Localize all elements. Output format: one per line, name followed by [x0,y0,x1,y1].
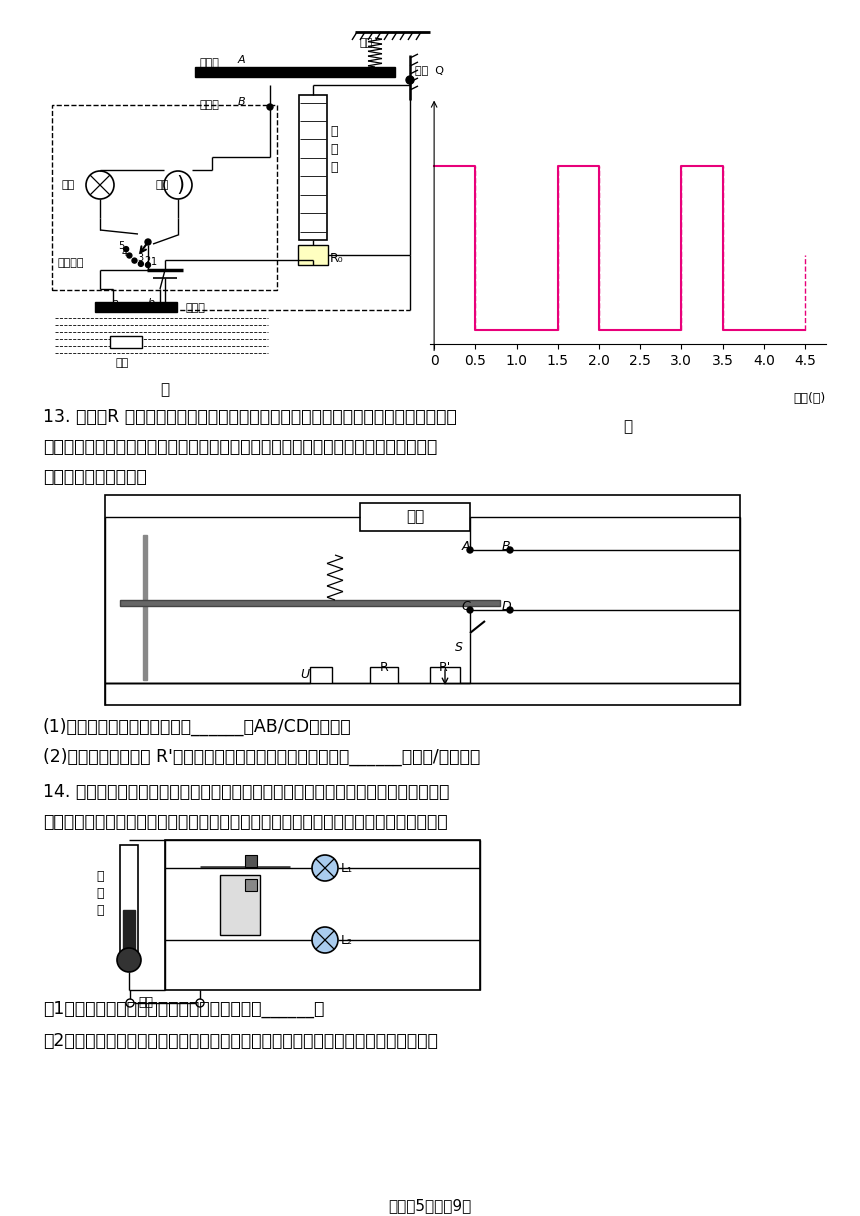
Text: 丝: 丝 [96,903,104,917]
Bar [195,67,395,77]
Bar [110,336,142,348]
Text: L₂: L₂ [341,934,353,946]
Text: 电铃: 电铃 [155,180,169,190]
Text: D: D [501,599,511,613]
Text: R: R [379,662,389,674]
Text: B: B [238,97,246,107]
Text: S: S [455,641,463,654]
Text: （2）若该装置设定为高温报警时，报警指示灯为红色，正常状态时指示灯为绿色，则: （2）若该装置设定为高温报警时，报警指示灯为红色，正常状态时指示灯为绿色，则 [43,1032,438,1049]
Text: 4: 4 [121,248,127,258]
Text: 3: 3 [138,253,144,263]
Bar [370,668,398,683]
Text: R': R' [439,662,452,674]
Circle shape [117,948,141,972]
Circle shape [467,607,473,613]
Circle shape [467,547,473,553]
Text: 弹簧: 弹簧 [360,38,373,47]
Circle shape [145,240,151,244]
Text: 2: 2 [144,255,150,266]
Text: 13. 如图，R 为热敏电阻，其阻值随温度的升高而减小，用此热敏电阻和电磁继电器组: 13. 如图，R 为热敏电阻，其阻值随温度的升高而减小，用此热敏电阻和电磁继电器… [43,409,457,426]
Circle shape [132,258,137,263]
Text: 停止工作，实现温控。: 停止工作，实现温控。 [43,468,147,486]
Text: 5: 5 [118,241,125,252]
Bar [120,599,500,606]
Bar [165,840,480,990]
Text: （1）该水银温度计在电路中的作用相当于一个______；: （1）该水银温度计在电路中的作用相当于一个______； [43,1000,324,1018]
Text: ): ) [176,175,184,195]
Bar [95,302,177,313]
Text: 灯泡: 灯泡 [62,180,76,190]
Text: 1: 1 [151,257,157,268]
Text: 电: 电 [330,125,337,137]
Bar [245,855,257,867]
Text: (2)如果将滑动变阻器 R'向左移动少许，恒温箱内的恒定温度将______（升高/降低）。: (2)如果将滑动变阻器 R'向左移动少许，恒温箱内的恒定温度将______（升高… [43,748,480,766]
Bar [430,668,460,683]
Bar [299,95,327,240]
Text: (1)恒温箱内的加热器应该接在______（AB/CD）之间；: (1)恒温箱内的加热器应该接在______（AB/CD）之间； [43,717,352,736]
Text: 时间(分): 时间(分) [793,392,826,405]
Text: 甲: 甲 [161,382,169,396]
Circle shape [124,247,129,252]
Circle shape [145,263,150,268]
Text: 属: 属 [96,886,104,900]
Circle shape [507,547,513,553]
Text: a: a [112,298,119,308]
Text: C: C [462,599,470,613]
Text: 浮子: 浮子 [115,358,129,368]
Circle shape [267,105,273,109]
Bar [123,910,135,955]
Text: 铁: 铁 [330,161,337,174]
Text: 金属板: 金属板 [185,303,205,313]
Text: A: A [462,540,470,553]
Text: 金: 金 [96,869,104,883]
Text: U: U [300,669,309,681]
Text: 电源: 电源 [138,996,153,1009]
Circle shape [312,927,338,953]
Text: B: B [501,540,510,553]
Circle shape [312,855,338,882]
Text: R₀: R₀ [330,252,344,265]
Bar [143,535,147,680]
Text: A: A [238,55,246,64]
Text: 成的一个简单恒温箱控制电路，当线圈中的电流达到一设定值时，衔铁被吸合，加热器: 成的一个简单恒温箱控制电路，当线圈中的电流达到一设定值时，衔铁被吸合，加热器 [43,438,437,456]
Text: b: b [148,298,155,308]
Text: 静触点: 静触点 [200,100,220,109]
Text: 动触点: 动触点 [200,58,220,68]
Bar [360,503,470,531]
Text: 试卷第5页，共9页: 试卷第5页，共9页 [389,1198,471,1214]
Text: L₁: L₁ [341,861,353,874]
Circle shape [138,261,144,266]
Bar [220,876,260,935]
Bar [105,495,740,705]
Text: 电源: 电源 [406,510,424,524]
Text: 控制开关: 控制开关 [57,258,83,268]
Circle shape [507,607,513,613]
Bar [298,244,328,265]
Text: 磁: 磁 [330,143,337,156]
Bar [245,879,257,891]
Text: 要，既可以设定为高温报警，也可以设定为低温报警。请你结合图分析回答下面的问题：: 要，既可以设定为高温报警，也可以设定为低温报警。请你结合图分析回答下面的问题： [43,814,447,831]
Text: 14. 如图所示的是一种温度自动报警器的原理图在水银温度计里封入一段金属丝，据需: 14. 如图所示的是一种温度自动报警器的原理图在水银温度计里封入一段金属丝，据需 [43,783,450,801]
Text: 乙: 乙 [624,418,632,434]
Text: 衔铁  Q: 衔铁 Q [415,64,444,75]
Circle shape [127,253,132,258]
Bar [310,668,332,683]
Bar [120,845,138,955]
Circle shape [406,75,414,84]
